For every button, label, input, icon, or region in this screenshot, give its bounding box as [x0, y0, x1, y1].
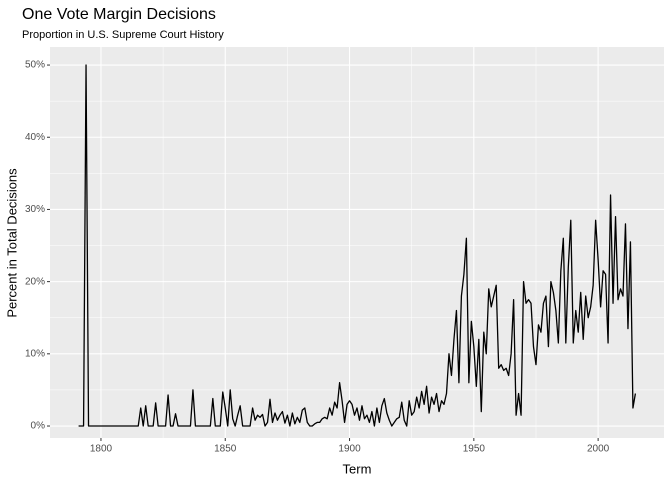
x-tick-label: 1800	[90, 444, 113, 455]
y-tick-label: 30%	[25, 204, 45, 215]
x-tick-label: 1850	[214, 444, 237, 455]
y-tick-label: 0%	[31, 421, 46, 432]
x-tick-label: 1900	[338, 444, 361, 455]
chart-subtitle: Proportion in U.S. Supreme Court History	[22, 29, 224, 41]
x-tick-label: 2000	[587, 444, 610, 455]
x-axis-label: Term	[343, 461, 372, 476]
data-line	[78, 64, 637, 427]
y-tick-label: 20%	[25, 276, 45, 287]
panel	[50, 47, 664, 438]
x-tick-label: 1950	[463, 444, 486, 455]
y-axis-label: Percent in Total Decisions	[4, 168, 19, 318]
chart-title: One Vote Margin Decisions	[22, 6, 216, 23]
y-tick-label: 50%	[25, 60, 45, 71]
y-tick-label: 10%	[25, 348, 45, 359]
y-tick-label: 40%	[25, 132, 45, 143]
